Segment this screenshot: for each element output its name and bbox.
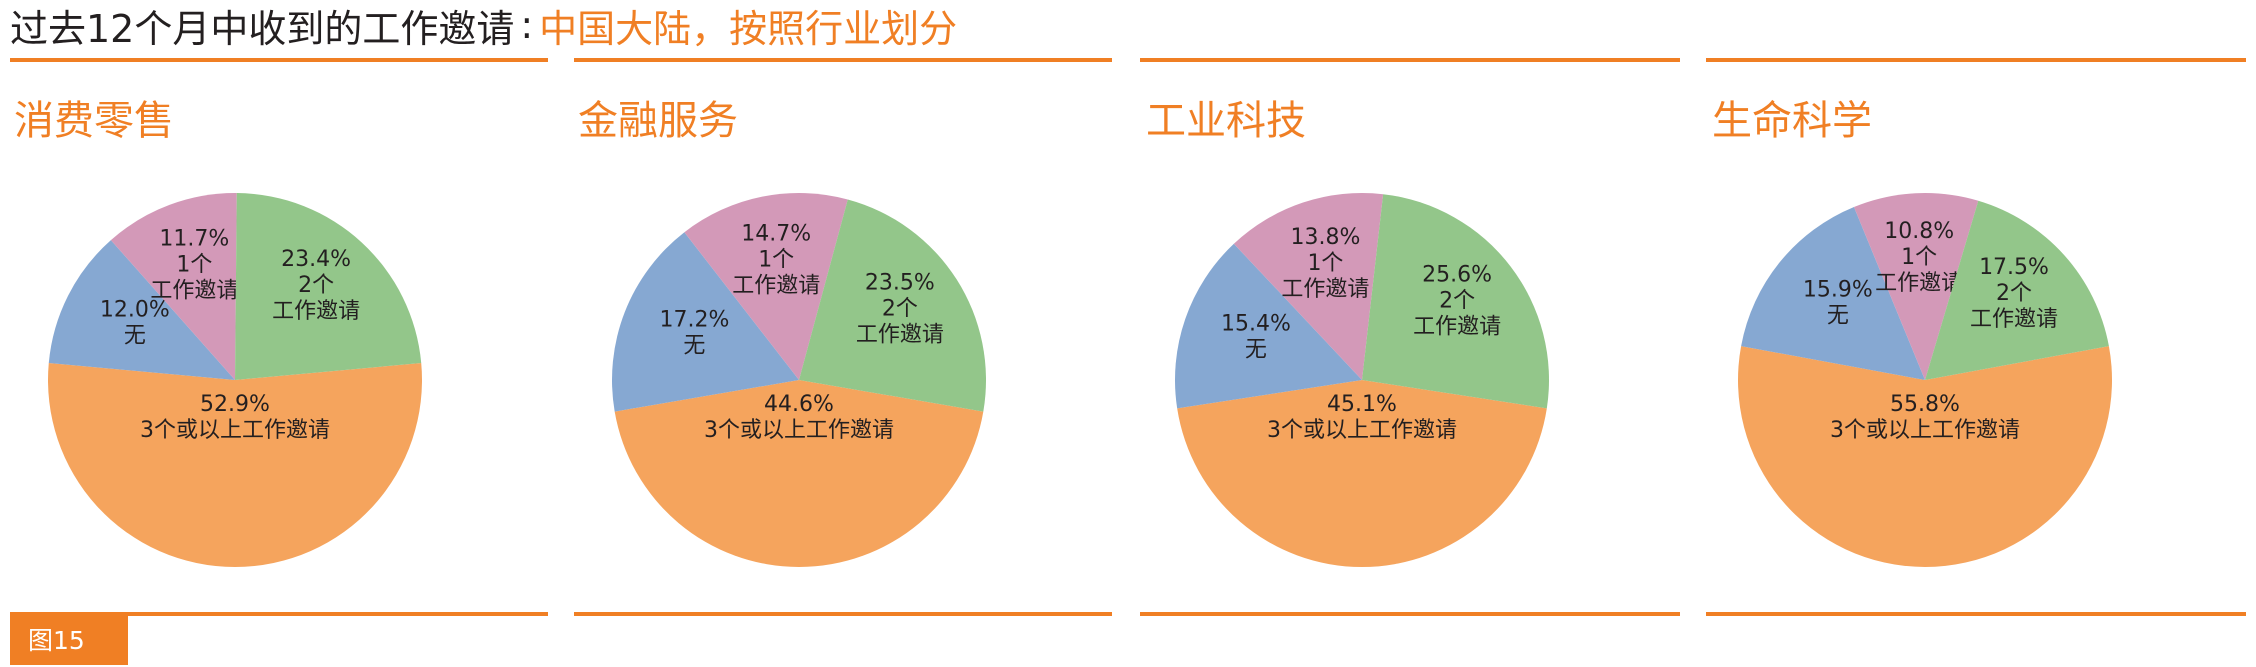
- slice-two-offers: [799, 199, 986, 412]
- top-rule-3: [1706, 58, 2246, 62]
- slice-two-offers-label: 25.6% 2个工作邀请: [1413, 262, 1501, 339]
- slice-two-offers: [235, 193, 422, 380]
- pie-chart-industrial-tech: 45.1% 3个或以上工作邀请 15.4%无 13.8% 1个工作邀请 25.6% 2个工作…: [1175, 193, 1549, 567]
- slice-one-offer: [1853, 192, 1979, 380]
- top-rule-2: [1140, 58, 1680, 62]
- figure-label: 图15: [10, 616, 128, 665]
- slice-three-or-more: [48, 362, 423, 567]
- slice-one-offer: [110, 193, 237, 380]
- slice-none-label: 15.4%无: [1221, 311, 1291, 362]
- title-main: 过去12个月中收到的工作邀请: [10, 6, 515, 51]
- slice-two-offers-label: 23.5% 2个工作邀请: [856, 271, 944, 348]
- pie-chart-financial-services: 44.6% 3个或以上工作邀请 17.2%无14.7% 1个工作邀请 23.5% 2个工作…: [612, 193, 986, 567]
- slice-one-offer: [1233, 193, 1384, 380]
- slice-three-or-more-label: 52.9% 3个或以上工作邀请: [140, 392, 330, 443]
- slice-one-offer-label: 14.7% 1个工作邀请: [732, 221, 820, 298]
- slice-three-or-more-label: 45.1% 3个或以上工作邀请: [1267, 392, 1457, 443]
- top-rule-left: [10, 58, 548, 62]
- slice-three-or-more: [614, 380, 984, 567]
- bottom-rule-3: [1706, 612, 2246, 616]
- bottom-rule-1: [574, 612, 1112, 616]
- title-subtitle: 中国大陆，按照行业划分: [539, 6, 958, 51]
- slice-none: [1175, 243, 1362, 409]
- slice-two-offers-label: 17.5% 2个工作邀请: [1970, 255, 2058, 332]
- chart-title: 过去12个月中收到的工作邀请 : 中国大陆，按照行业划分: [10, 0, 958, 51]
- slice-none: [612, 232, 799, 412]
- panel-title-life-science: 生命科学: [1712, 98, 1872, 144]
- slice-none: [1741, 207, 1925, 380]
- panel-title-financial-services: 金融服务: [578, 98, 738, 144]
- bottom-rule-left: [10, 612, 548, 616]
- slice-three-or-more-label: 44.6% 3个或以上工作邀请: [704, 392, 894, 443]
- slice-one-offer-label: 13.8% 1个工作邀请: [1281, 225, 1369, 302]
- pie-chart-consumer-retail: 52.9% 3个或以上工作邀请 12.0%无11.7% 1个工作邀请 23.4% 2个工作…: [48, 193, 423, 567]
- slice-two-offers-label: 23.4% 2个工作邀请: [272, 247, 360, 324]
- slice-none-label: 15.9%无: [1803, 277, 1873, 328]
- slice-none-label: 12.0%无: [100, 297, 170, 348]
- slice-three-or-more: [1177, 380, 1547, 567]
- slice-none-label: 17.2%无: [659, 307, 729, 358]
- slice-one-offer-label: 10.8% 1个工作邀请: [1875, 219, 1963, 296]
- slice-two-offers: [1362, 194, 1549, 409]
- slice-one-offer-label: 11.7% 1个工作邀请: [150, 226, 238, 303]
- slice-two-offers: [1925, 200, 2109, 380]
- panel-title-consumer-retail: 消费零售: [14, 98, 174, 144]
- panel-title-industrial-tech: 工业科技: [1146, 98, 1306, 144]
- slice-none: [48, 240, 235, 380]
- slice-one-offer: [684, 193, 848, 380]
- top-rule-1: [574, 58, 1112, 62]
- title-separator: :: [520, 3, 534, 47]
- bottom-rule-2: [1140, 612, 1680, 616]
- slice-three-or-more: [1738, 346, 2112, 567]
- slice-three-or-more-label: 55.8% 3个或以上工作邀请: [1830, 392, 2020, 443]
